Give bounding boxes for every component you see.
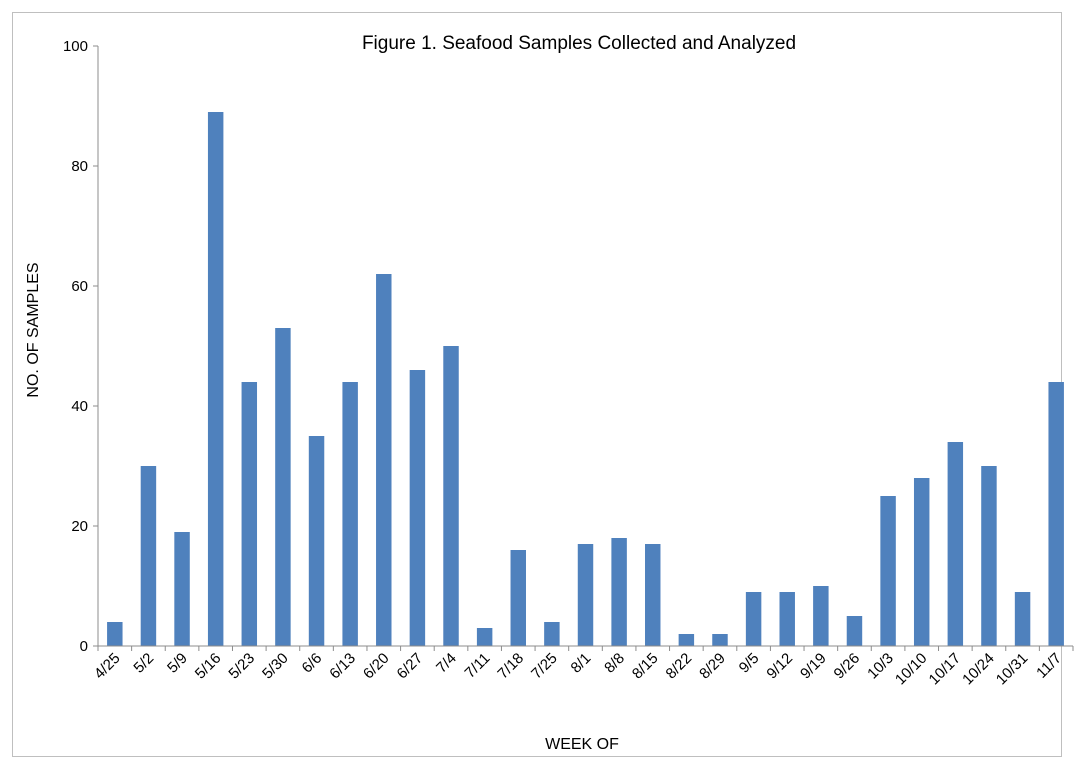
- x-axis-title: WEEK OF: [545, 736, 619, 753]
- bar-5-23: [241, 382, 258, 646]
- x-tick-label: 9/26: [831, 650, 864, 683]
- y-tick-label: 100: [63, 38, 88, 55]
- bar-8-15: [645, 544, 661, 646]
- bar-8-1: [577, 544, 594, 646]
- bar-11-7: [1048, 382, 1064, 646]
- bar-8-8: [611, 538, 627, 646]
- bar-5-9: [174, 532, 190, 646]
- x-tick-label: 7/18: [494, 650, 527, 683]
- x-tick-label: 5/9: [164, 650, 191, 677]
- x-tick-label: 5/2: [130, 650, 157, 677]
- bar-9-5: [745, 592, 762, 646]
- y-axis: 0 20 40 60 80 100: [63, 38, 99, 655]
- bar-10-24: [981, 466, 997, 646]
- x-tick-label: 8/29: [696, 650, 729, 683]
- bar-7-11: [476, 628, 493, 646]
- x-tick-label: 5/16: [192, 650, 225, 683]
- x-tick-label: 7/25: [528, 650, 561, 683]
- bar-6-13: [342, 382, 358, 646]
- y-tick-label: 0: [80, 638, 88, 655]
- bar-10-17: [947, 442, 964, 646]
- bar-7-25: [544, 622, 560, 646]
- bar-8-29: [712, 634, 728, 646]
- x-tick-label: 9/19: [797, 650, 830, 683]
- x-tick-label: 5/30: [259, 650, 292, 683]
- bar-9-12: [779, 592, 795, 646]
- bar-9-19: [813, 586, 829, 646]
- x-tick-label: 9/5: [736, 650, 763, 677]
- x-axis: 4/25 5/2 5/9 5/16 5/23 5/30 6/6 6/13 6/20 6/27 7/4…: [91, 645, 1074, 689]
- bar-6-6: [308, 436, 325, 646]
- chart-title: Figure 1. Seafood Samples Collected and …: [362, 33, 796, 54]
- bar-5-30: [275, 328, 291, 646]
- y-tick-label: 40: [71, 398, 88, 415]
- bar-10-10: [913, 478, 930, 646]
- x-tick-label: 6/6: [299, 650, 326, 677]
- x-tick-label: 6/27: [394, 650, 427, 683]
- x-tick-label: 5/23: [225, 650, 258, 683]
- bar-8-22: [678, 634, 695, 646]
- bar-6-20: [376, 274, 392, 646]
- x-tick-label: 8/15: [629, 650, 662, 683]
- y-tick-label: 80: [71, 158, 88, 175]
- x-tick-label: 11/7: [1033, 650, 1065, 682]
- x-tick-label: 8/1: [568, 650, 595, 677]
- bar-7-18: [510, 550, 526, 646]
- bars: [107, 112, 1064, 646]
- x-tick-label: 9/12: [763, 650, 796, 683]
- x-tick-label: 10/17: [926, 650, 965, 689]
- y-tick-label: 20: [71, 518, 88, 535]
- x-tick-label: 10/31: [993, 650, 1032, 689]
- x-tick-label: 8/8: [601, 650, 628, 677]
- bar-5-16: [207, 112, 224, 646]
- x-tick-label: 8/22: [663, 650, 696, 683]
- bar-10-31: [1014, 592, 1031, 646]
- x-tick-label: 4/25: [91, 650, 124, 683]
- x-tick-label: 7/4: [433, 650, 460, 677]
- bar-4-25: [107, 622, 123, 646]
- bar-6-27: [409, 370, 426, 646]
- x-tick-label: 6/20: [360, 650, 393, 683]
- bar-5-2: [140, 466, 157, 646]
- bar-10-3: [880, 496, 896, 646]
- y-axis-title: NO. OF SAMPLES: [25, 262, 42, 397]
- y-tick-label: 60: [71, 278, 88, 295]
- x-tick-label: 10/10: [892, 650, 931, 689]
- x-tick-label: 7/11: [462, 650, 494, 682]
- bar-9-26: [846, 616, 863, 646]
- bar-7-4: [443, 346, 459, 646]
- x-tick-label: 6/13: [326, 650, 359, 683]
- x-tick-label: 10/24: [959, 650, 998, 689]
